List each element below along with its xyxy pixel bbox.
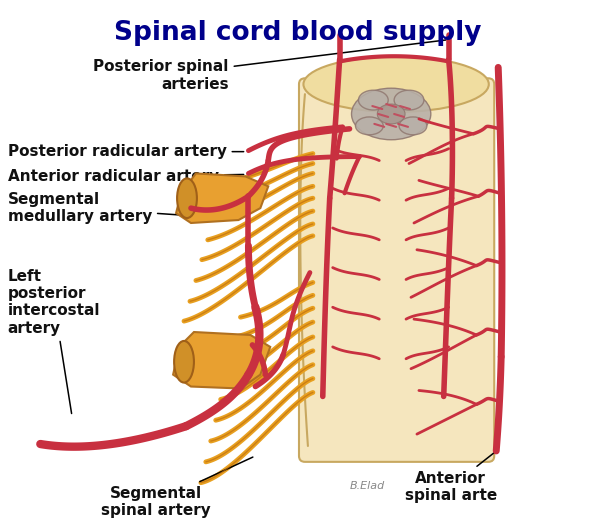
Ellipse shape (177, 178, 197, 218)
Text: Segmental
spinal artery: Segmental spinal artery (101, 457, 253, 518)
Ellipse shape (394, 90, 424, 110)
Ellipse shape (399, 117, 427, 135)
Ellipse shape (377, 104, 405, 124)
Polygon shape (173, 332, 270, 389)
Polygon shape (176, 174, 268, 223)
Text: Posterior radicular artery: Posterior radicular artery (8, 144, 244, 159)
Text: Anterior
spinal arte: Anterior spinal arte (405, 450, 498, 503)
Ellipse shape (303, 56, 489, 112)
Text: Spinal cord blood supply: Spinal cord blood supply (114, 20, 482, 46)
Ellipse shape (358, 90, 388, 110)
Text: Left
posterior
intercostal
artery: Left posterior intercostal artery (8, 269, 100, 413)
Text: Posterior spinal
arteries: Posterior spinal arteries (93, 40, 446, 92)
Text: B.Elad: B.Elad (349, 481, 385, 491)
Ellipse shape (174, 341, 194, 382)
Ellipse shape (355, 117, 383, 135)
Text: Anterior radicular artery: Anterior radicular artery (8, 169, 244, 184)
FancyBboxPatch shape (299, 78, 494, 462)
Ellipse shape (352, 88, 431, 140)
Text: Segmental
medullary artery: Segmental medullary artery (8, 192, 193, 224)
